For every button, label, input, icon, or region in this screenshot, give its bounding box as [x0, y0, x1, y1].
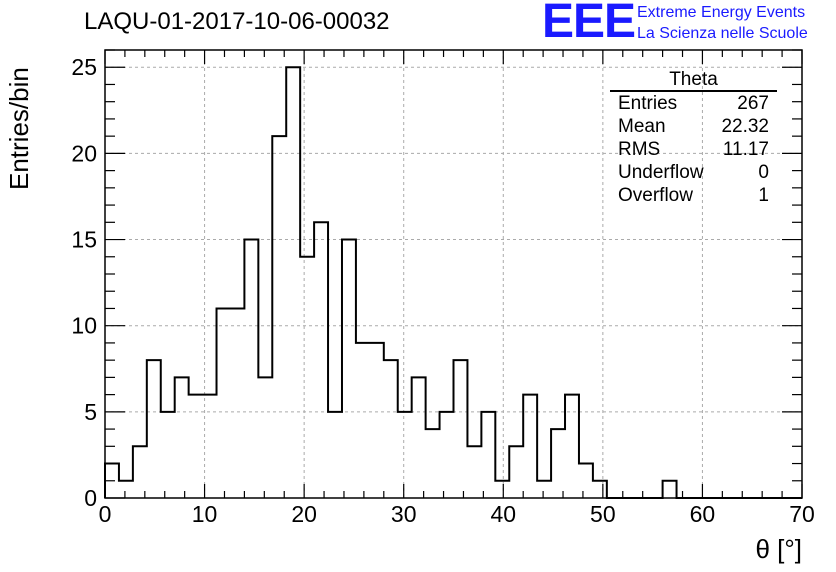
- x-tick-label: 0: [99, 501, 112, 527]
- eee-logo: EEE: [542, 0, 636, 48]
- stats-value: 267: [737, 93, 769, 114]
- stats-label: Overflow: [618, 185, 693, 206]
- stats-value: 22.32: [721, 116, 769, 137]
- stats-row-entries: Entries 267: [610, 92, 777, 115]
- stats-box: Theta Entries 267 Mean 22.32 RMS 11.17 U…: [610, 70, 777, 207]
- x-tick-label: 20: [291, 501, 317, 527]
- stats-label: Entries: [618, 93, 678, 114]
- y-tick-label: 20: [71, 140, 97, 166]
- stats-row-rms: RMS 11.17: [610, 138, 777, 161]
- x-tick-label: 10: [192, 501, 218, 527]
- y-tick-label: 0: [84, 485, 97, 511]
- x-tick-label: 70: [789, 501, 815, 527]
- x-axis: 0 10 20 30 40 50 60 70: [99, 50, 815, 527]
- x-axis-label: θ [°]: [755, 534, 802, 564]
- logo-subtitle-1: Extreme Energy Events: [637, 4, 806, 21]
- y-axis-label: Entries/bin: [4, 67, 34, 190]
- x-tick-label: 60: [690, 501, 716, 527]
- stats-label: Mean: [618, 116, 666, 137]
- logo-subtitle-2: La Scienza nelle Scuole: [637, 25, 808, 42]
- y-tick-label: 5: [84, 399, 97, 425]
- x-tick-label: 30: [391, 501, 417, 527]
- stats-label: RMS: [618, 139, 661, 160]
- stats-value: 1: [758, 185, 769, 206]
- stats-row-mean: Mean 22.32: [610, 115, 777, 138]
- y-tick-label: 25: [71, 54, 97, 80]
- stats-title: Theta: [610, 70, 777, 92]
- chart-title: LAQU-01-2017-10-06-00032: [84, 8, 390, 35]
- y-tick-label: 10: [71, 313, 97, 339]
- x-tick-label: 40: [490, 501, 516, 527]
- stats-value: 11.17: [722, 139, 769, 160]
- stats-label: Underflow: [618, 162, 704, 183]
- x-tick-label: 50: [590, 501, 616, 527]
- y-tick-label: 15: [71, 227, 97, 253]
- stats-value: 0: [758, 162, 769, 183]
- stats-row-underflow: Underflow 0: [610, 161, 777, 184]
- stats-row-overflow: Overflow 1: [610, 184, 777, 207]
